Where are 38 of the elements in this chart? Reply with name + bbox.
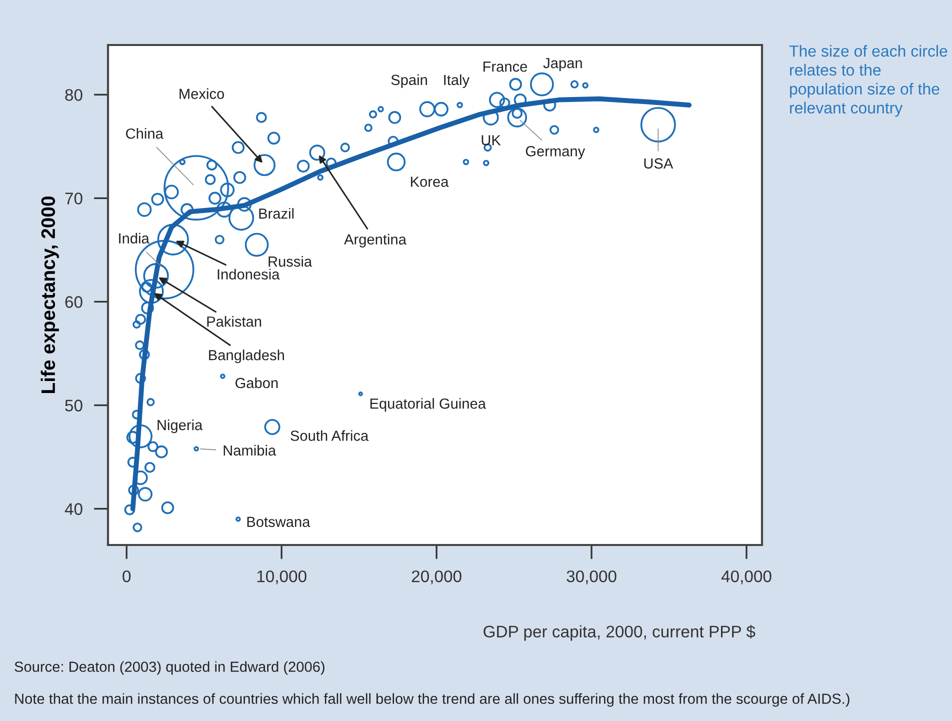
y-axis-title: Life expectancy, 2000 [40,196,59,393]
text: The size of each circle relates to the population size of the relevant country [789,45,948,117]
annotation: USA [644,158,674,169]
annotation: Equatorial Guinea [370,398,486,412]
annotation: Mexico [180,88,224,99]
annotation: Japan [543,58,582,72]
y-tick-label: 40 [64,503,82,515]
annotation: Germany [526,146,586,160]
annotation: China [126,128,164,139]
annotation: Gabon [236,377,278,388]
annotation: Italy [444,74,470,88]
x-tick-label: 30,000 [566,570,616,584]
y-tick-label: 60 [65,296,82,308]
annotation: Argentina [344,234,406,248]
y-tick-label: 50 [65,400,82,412]
x-tick-label: 10,000 [257,570,306,584]
annotation: Bangladesh [209,350,284,364]
annotation: UK [482,135,501,146]
x-axis-title: GDP per capita, 2000, current PPP $ [484,625,756,641]
annotation: France [483,62,528,72]
y-tick-label: 80 [65,89,82,101]
x-tick-label: 0 [122,570,131,582]
source-note: Source: Deaton (2003) quoted in Edward (2006) [14,661,324,675]
text: Note that the main instances of countries which fall well below the trend are all ones suffering the most from the scourge of AIDS.) [15,693,850,707]
annotation: Botswana [247,516,310,528]
x-tick-label: 40,000 [721,570,772,584]
annotation: Spain [391,74,427,88]
annotation: Korea [410,176,449,187]
annotation: Indonesia [218,268,280,280]
y-tick-label: 70 [65,192,82,204]
annotation: South Africa [290,430,369,441]
annotation: India [119,232,150,244]
annotation: Russia [268,256,312,267]
annotation: Pakistan [207,316,262,327]
x-tick-label: 20,000 [412,570,462,584]
annotation: Namibia [224,444,276,456]
annotation: Nigeria [158,420,203,434]
annotation: Brazil [259,208,294,219]
